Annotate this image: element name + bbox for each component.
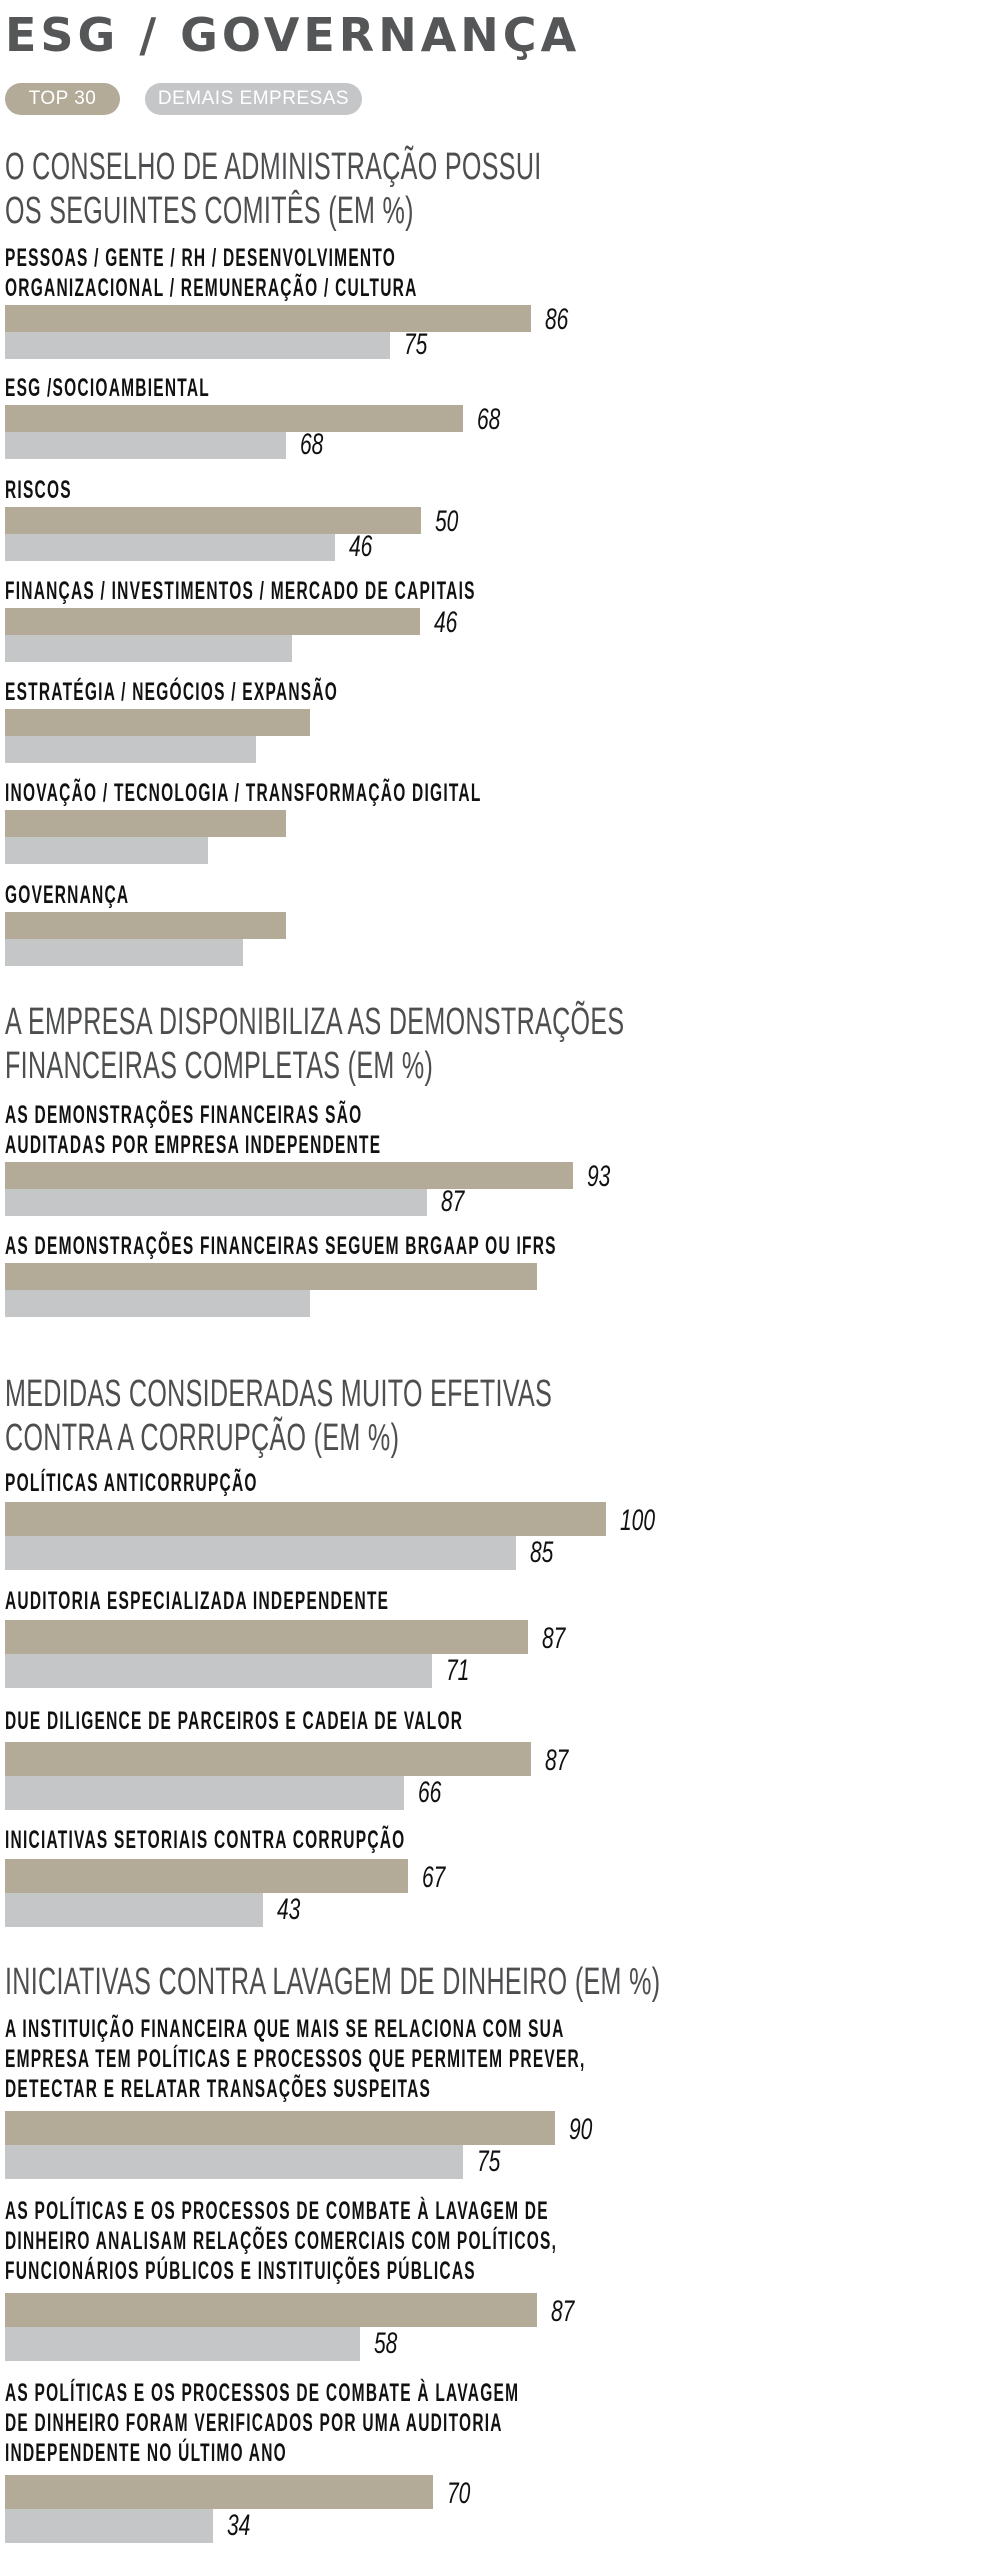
value-label-top30: 68 <box>477 403 501 436</box>
section-title-lavagem: INICIATIVAS CONTRA LAVAGEM DE DINHEIRO (… <box>5 1960 660 2004</box>
item-label-line: A INSTITUIÇÃO FINANCEIRA QUE MAIS SE REL… <box>5 2015 565 2043</box>
item-label-auditadas: AS DEMONSTRAÇÕES FINANCEIRAS SÃO AUDITAD… <box>5 1100 381 1160</box>
bar-demais <box>5 332 390 359</box>
bar-top30 <box>5 2293 537 2327</box>
item-label-estrategia: ESTRATÉGIA / NEGÓCIOS / EXPANSÃO <box>5 678 339 706</box>
item-label-auditoria: AUDITORIA ESPECIALIZADA INDEPENDENTE <box>5 1587 390 1615</box>
value-label-demais: 34 <box>227 2509 251 2542</box>
item-label-financas: FINANÇAS / INVESTIMENTOS / MERCADO DE CA… <box>5 577 476 605</box>
bar-demais <box>5 534 335 561</box>
bar-top30 <box>5 912 286 939</box>
bar-top30 <box>5 405 463 432</box>
bar-demais <box>5 1893 263 1927</box>
value-label-top30: 87 <box>545 1744 569 1777</box>
value-label-demais: 71 <box>446 1654 470 1687</box>
item-label-riscos: RISCOS <box>5 476 72 504</box>
legend-demais-empresas: DEMAIS EMPRESAS <box>145 83 362 115</box>
item-label-line: AS POLÍTICAS E OS PROCESSOS DE COMBATE À… <box>5 2197 549 2225</box>
item-label-line: PESSOAS / GENTE / RH / DESENVOLVIMENTO <box>5 244 397 272</box>
value-label-top30: 67 <box>422 1861 446 1894</box>
bar-demais <box>5 1776 404 1810</box>
bar-top30 <box>5 1620 528 1654</box>
value-label-demais: 75 <box>404 328 428 361</box>
value-label-demais: 58 <box>374 2327 398 2360</box>
item-label-due-diligence: DUE DILIGENCE DE PARCEIROS E CADEIA DE V… <box>5 1707 464 1735</box>
bar-demais <box>5 736 256 763</box>
value-label-top30: 93 <box>587 1160 611 1193</box>
bar-demais <box>5 1654 432 1688</box>
item-label-relacoes: AS POLÍTICAS E OS PROCESSOS DE COMBATE À… <box>5 2196 557 2286</box>
page-title: ESG / GOVERNANÇA <box>5 8 581 62</box>
value-label-demais: 43 <box>277 1893 301 1926</box>
legend-top30: TOP 30 <box>5 83 120 115</box>
value-label-demais: 68 <box>300 428 324 461</box>
bar-top30 <box>5 507 421 534</box>
section-title-line: FINANCEIRAS COMPLETAS (EM %) <box>5 1045 434 1087</box>
item-label-line: DINHEIRO ANALISAM RELAÇÕES COMERCIAIS CO… <box>5 2227 558 2255</box>
value-label-demais: 85 <box>530 1536 554 1569</box>
bar-demais <box>5 939 243 966</box>
section-title-line: A EMPRESA DISPONIBILIZA AS DEMONSTRAÇÕES <box>5 1001 625 1043</box>
section-title-demonstracoes: A EMPRESA DISPONIBILIZA AS DEMONSTRAÇÕES… <box>5 1000 624 1088</box>
item-label-line: INDEPENDENTE NO ÚLTIMO ANO <box>5 2439 287 2467</box>
section-title-comites: O CONSELHO DE ADMINISTRAÇÃO POSSUI OS SE… <box>5 145 542 233</box>
bar-demais <box>5 1290 310 1317</box>
value-label-top30: 87 <box>551 2295 575 2328</box>
item-label-setoriais: INICIATIVAS SETORIAIS CONTRA CORRUPÇÃO <box>5 1826 406 1854</box>
item-label-line: FUNCIONÁRIOS PÚBLICOS E INSTITUIÇÕES PÚB… <box>5 2257 476 2285</box>
bar-top30 <box>5 1502 606 1536</box>
value-label-top30: 70 <box>447 2477 471 2510</box>
bar-demais <box>5 432 286 459</box>
section-title-line: INICIATIVAS CONTRA LAVAGEM DE DINHEIRO (… <box>5 1961 661 2003</box>
item-label-esg: ESG /SOCIOAMBIENTAL <box>5 374 210 402</box>
bar-demais <box>5 2145 463 2179</box>
bar-demais <box>5 2327 360 2361</box>
bar-top30 <box>5 305 531 332</box>
bar-top30 <box>5 1162 573 1189</box>
item-label-inovacao: INOVAÇÃO / TECNOLOGIA / TRANSFORMAÇÃO DI… <box>5 779 482 807</box>
section-title-corrupcao: MEDIDAS CONSIDERADAS MUITO EFETIVAS CONT… <box>5 1372 552 1460</box>
value-label-top30: 50 <box>435 505 459 538</box>
value-label-top30: 87 <box>542 1622 566 1655</box>
bar-top30 <box>5 2475 433 2509</box>
item-label-line: DE DINHEIRO FORAM VERIFICADOS POR UMA AU… <box>5 2409 503 2437</box>
item-label-line: AS DEMONSTRAÇÕES FINANCEIRAS SÃO <box>5 1101 363 1129</box>
bar-top30 <box>5 810 286 837</box>
item-label-line: DETECTAR E RELATAR TRANSAÇÕES SUSPEITAS <box>5 2075 432 2103</box>
item-label-governanca: GOVERNANÇA <box>5 881 130 909</box>
item-label-line: AS POLÍTICAS E OS PROCESSOS DE COMBATE À… <box>5 2379 520 2407</box>
item-label-pessoas: PESSOAS / GENTE / RH / DESENVOLVIMENTO O… <box>5 243 418 303</box>
bar-top30 <box>5 1859 408 1893</box>
value-label-top30: 46 <box>434 606 458 639</box>
bar-top30 <box>5 608 420 635</box>
item-label-line: AUDITADAS POR EMPRESA INDEPENDENTE <box>5 1131 382 1159</box>
value-label-top30: 100 <box>620 1504 656 1537</box>
bar-top30 <box>5 709 310 736</box>
value-label-demais: 87 <box>441 1185 465 1218</box>
item-label-brgaap: AS DEMONSTRAÇÕES FINANCEIRAS SEGUEM BRGA… <box>5 1232 557 1260</box>
value-label-top30: 86 <box>545 303 569 336</box>
item-label-line: ORGANIZACIONAL / REMUNERAÇÃO / CULTURA <box>5 274 418 302</box>
item-label-politicas: POLÍTICAS ANTICORRUPÇÃO <box>5 1469 258 1497</box>
bar-demais <box>5 2509 213 2543</box>
value-label-demais: 46 <box>349 530 373 563</box>
bar-top30 <box>5 2111 555 2145</box>
bar-demais <box>5 837 208 864</box>
bar-demais <box>5 1536 516 1570</box>
value-label-demais: 66 <box>418 1776 442 1809</box>
section-title-line: CONTRA A CORRUPÇÃO (EM %) <box>5 1417 400 1459</box>
item-label-instituicao: A INSTITUIÇÃO FINANCEIRA QUE MAIS SE REL… <box>5 2014 586 2104</box>
bar-demais <box>5 1189 427 1216</box>
section-title-line: O CONSELHO DE ADMINISTRAÇÃO POSSUI <box>5 146 542 188</box>
bar-demais <box>5 635 292 662</box>
value-label-top30: 90 <box>569 2113 593 2146</box>
item-label-line: EMPRESA TEM POLÍTICAS E PROCESSOS QUE PE… <box>5 2045 586 2073</box>
item-label-verificados: AS POLÍTICAS E OS PROCESSOS DE COMBATE À… <box>5 2378 519 2468</box>
bar-top30 <box>5 1742 531 1776</box>
section-title-line: MEDIDAS CONSIDERADAS MUITO EFETIVAS <box>5 1373 553 1415</box>
value-label-demais: 75 <box>477 2145 501 2178</box>
bar-top30 <box>5 1263 537 1290</box>
section-title-line: OS SEGUINTES COMITÊS (EM %) <box>5 190 414 232</box>
